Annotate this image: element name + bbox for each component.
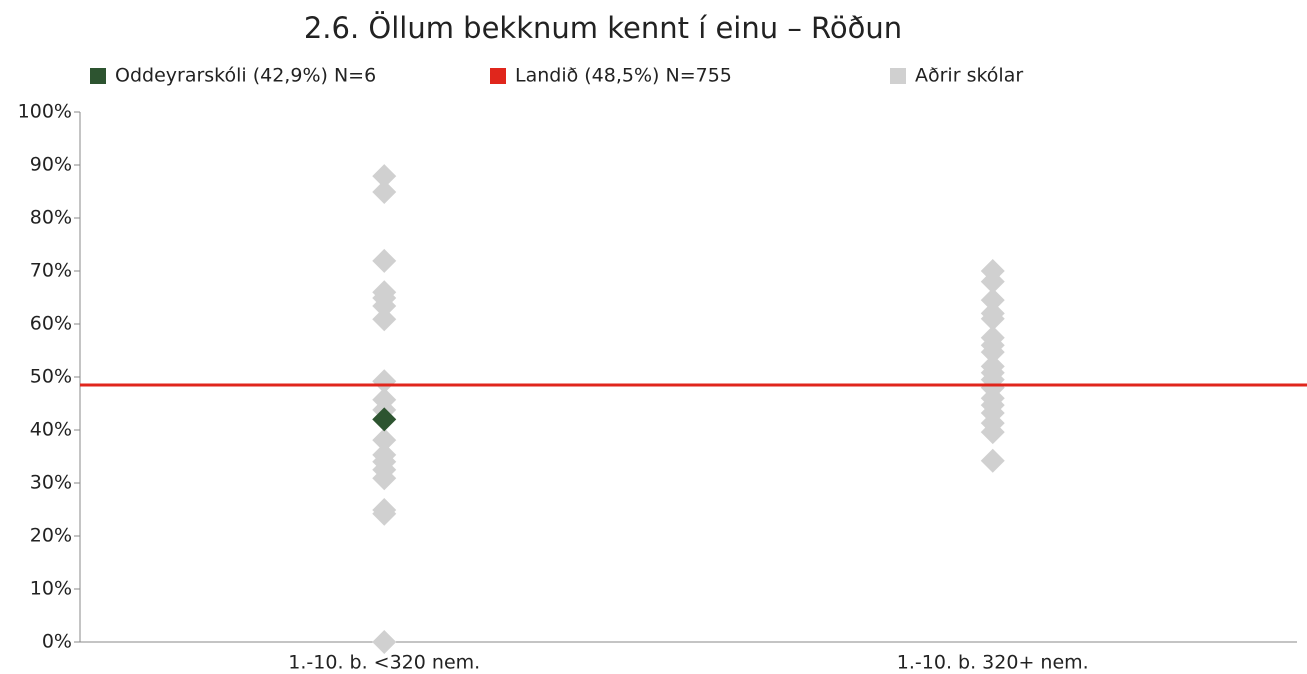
point (372, 407, 397, 432)
point (372, 164, 397, 189)
point (372, 428, 397, 453)
legend-label: Landið (48,5%) N=755 (515, 65, 732, 87)
legend-swatch (890, 68, 906, 84)
point (372, 501, 397, 526)
y-tick-label: 60% (30, 313, 72, 335)
point (372, 307, 397, 332)
y-tick-label: 90% (30, 154, 72, 176)
point (372, 369, 397, 394)
chart-title: 2.6. Öllum bekknum kennt í einu – Röðun (304, 11, 902, 45)
y-tick-label: 10% (30, 578, 72, 600)
legend-label: Oddeyrarskóli (42,9%) N=6 (115, 65, 376, 87)
point (980, 420, 1005, 445)
y-tick-label: 30% (30, 472, 72, 494)
point (980, 288, 1005, 313)
y-tick-label: 20% (30, 525, 72, 547)
point (372, 180, 397, 205)
x-tick-label: 1.-10. b. 320+ nem. (897, 652, 1089, 674)
legend-label: Aðrir skólar (915, 65, 1023, 87)
point (372, 293, 397, 318)
x-tick-label: 1.-10. b. <320 nem. (288, 652, 480, 674)
y-tick-label: 50% (30, 366, 72, 388)
y-tick-label: 40% (30, 419, 72, 441)
point (980, 306, 1005, 331)
point (980, 340, 1005, 365)
legend-swatch (490, 68, 506, 84)
point (980, 269, 1005, 294)
point (372, 466, 397, 491)
point (372, 248, 397, 273)
point (372, 630, 397, 654)
point (980, 448, 1005, 473)
y-tick-label: 100% (18, 101, 72, 123)
y-tick-label: 0% (42, 631, 72, 653)
y-tick-label: 80% (30, 207, 72, 229)
legend-swatch (90, 68, 106, 84)
y-tick-label: 70% (30, 260, 72, 282)
